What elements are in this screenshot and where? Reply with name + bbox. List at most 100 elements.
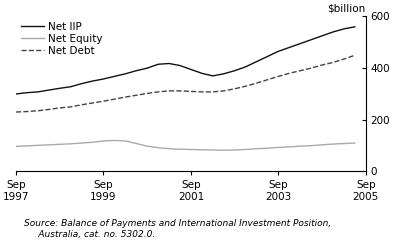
Text: Source: Balance of Payments and International Investment Position,
     Australi: Source: Balance of Payments and Internat…: [24, 219, 331, 239]
Net Equity: [134, 142, 139, 145]
Net IIP: [145, 67, 149, 70]
Net Equity: [57, 143, 62, 146]
Net IIP: [298, 42, 303, 45]
Net Debt: [232, 87, 237, 90]
Net Debt: [287, 72, 292, 75]
Net Debt: [123, 96, 128, 99]
Net IIP: [57, 87, 62, 90]
Net Debt: [134, 94, 139, 97]
Legend: Net IIP, Net Equity, Net Debt: Net IIP, Net Equity, Net Debt: [21, 22, 103, 56]
Net IIP: [167, 62, 171, 65]
Net Equity: [178, 148, 182, 151]
Net IIP: [331, 31, 335, 33]
Net Equity: [221, 149, 226, 152]
Net IIP: [243, 65, 248, 68]
Net Equity: [14, 145, 18, 148]
Net IIP: [265, 55, 270, 58]
Net Debt: [342, 58, 346, 60]
Net Debt: [320, 64, 324, 67]
Net Equity: [353, 142, 357, 145]
Net IIP: [309, 38, 314, 41]
Net Equity: [156, 146, 160, 149]
Net Debt: [14, 111, 18, 114]
Net IIP: [25, 91, 29, 94]
Net Debt: [210, 90, 215, 93]
Net Equity: [145, 145, 149, 147]
Net Equity: [331, 143, 335, 146]
Net Equity: [101, 140, 106, 142]
Net IIP: [112, 75, 117, 78]
Net IIP: [210, 74, 215, 77]
Net IIP: [232, 69, 237, 72]
Net Equity: [90, 141, 95, 144]
Net Equity: [68, 142, 73, 145]
Net Equity: [123, 140, 128, 142]
Net IIP: [101, 78, 106, 80]
Net Debt: [243, 85, 248, 88]
Net IIP: [353, 25, 357, 28]
Net IIP: [134, 69, 139, 72]
Net Debt: [309, 67, 314, 70]
Net Debt: [167, 89, 171, 92]
Net Debt: [46, 108, 51, 111]
Net Equity: [320, 143, 324, 146]
Net Equity: [200, 148, 204, 151]
Net IIP: [189, 68, 193, 71]
Net Debt: [156, 90, 160, 93]
Net Debt: [57, 107, 62, 109]
Net Equity: [112, 139, 117, 142]
Net Debt: [79, 103, 84, 106]
Net IIP: [342, 27, 346, 30]
Net Debt: [331, 61, 335, 64]
Net Debt: [145, 92, 149, 95]
Net IIP: [276, 50, 281, 53]
Net Debt: [189, 90, 193, 93]
Net Equity: [309, 144, 314, 147]
Net IIP: [123, 72, 128, 75]
Net Equity: [265, 147, 270, 150]
Net Equity: [35, 144, 40, 147]
Net Equity: [276, 146, 281, 149]
Net IIP: [14, 93, 18, 95]
Net IIP: [79, 82, 84, 85]
Line: Net IIP: Net IIP: [16, 27, 355, 94]
Net IIP: [90, 80, 95, 82]
Net Debt: [101, 100, 106, 103]
Net IIP: [68, 85, 73, 88]
Net IIP: [221, 72, 226, 75]
Net Debt: [178, 89, 182, 92]
Net Debt: [254, 82, 259, 85]
Net Debt: [276, 75, 281, 78]
Net Debt: [90, 101, 95, 104]
Net Debt: [112, 98, 117, 100]
Net Equity: [232, 148, 237, 151]
Net Equity: [79, 142, 84, 145]
Net Equity: [46, 143, 51, 146]
Net Equity: [210, 148, 215, 151]
Net Equity: [25, 144, 29, 147]
Net Equity: [298, 145, 303, 147]
Net Equity: [342, 142, 346, 145]
Net IIP: [254, 60, 259, 63]
Net Equity: [243, 148, 248, 151]
Text: $billion: $billion: [327, 3, 366, 13]
Net Equity: [167, 147, 171, 150]
Net IIP: [46, 89, 51, 92]
Net Debt: [68, 105, 73, 108]
Net Debt: [35, 109, 40, 112]
Net IIP: [156, 63, 160, 66]
Net IIP: [200, 72, 204, 75]
Net Debt: [200, 90, 204, 93]
Net IIP: [287, 46, 292, 49]
Net IIP: [178, 64, 182, 67]
Net Debt: [25, 110, 29, 113]
Net IIP: [320, 34, 324, 37]
Net Equity: [189, 148, 193, 151]
Net Debt: [298, 69, 303, 72]
Net Equity: [254, 147, 259, 150]
Net Equity: [287, 146, 292, 148]
Net Debt: [265, 78, 270, 81]
Net IIP: [35, 90, 40, 93]
Line: Net Debt: Net Debt: [16, 55, 355, 112]
Net Debt: [353, 54, 357, 57]
